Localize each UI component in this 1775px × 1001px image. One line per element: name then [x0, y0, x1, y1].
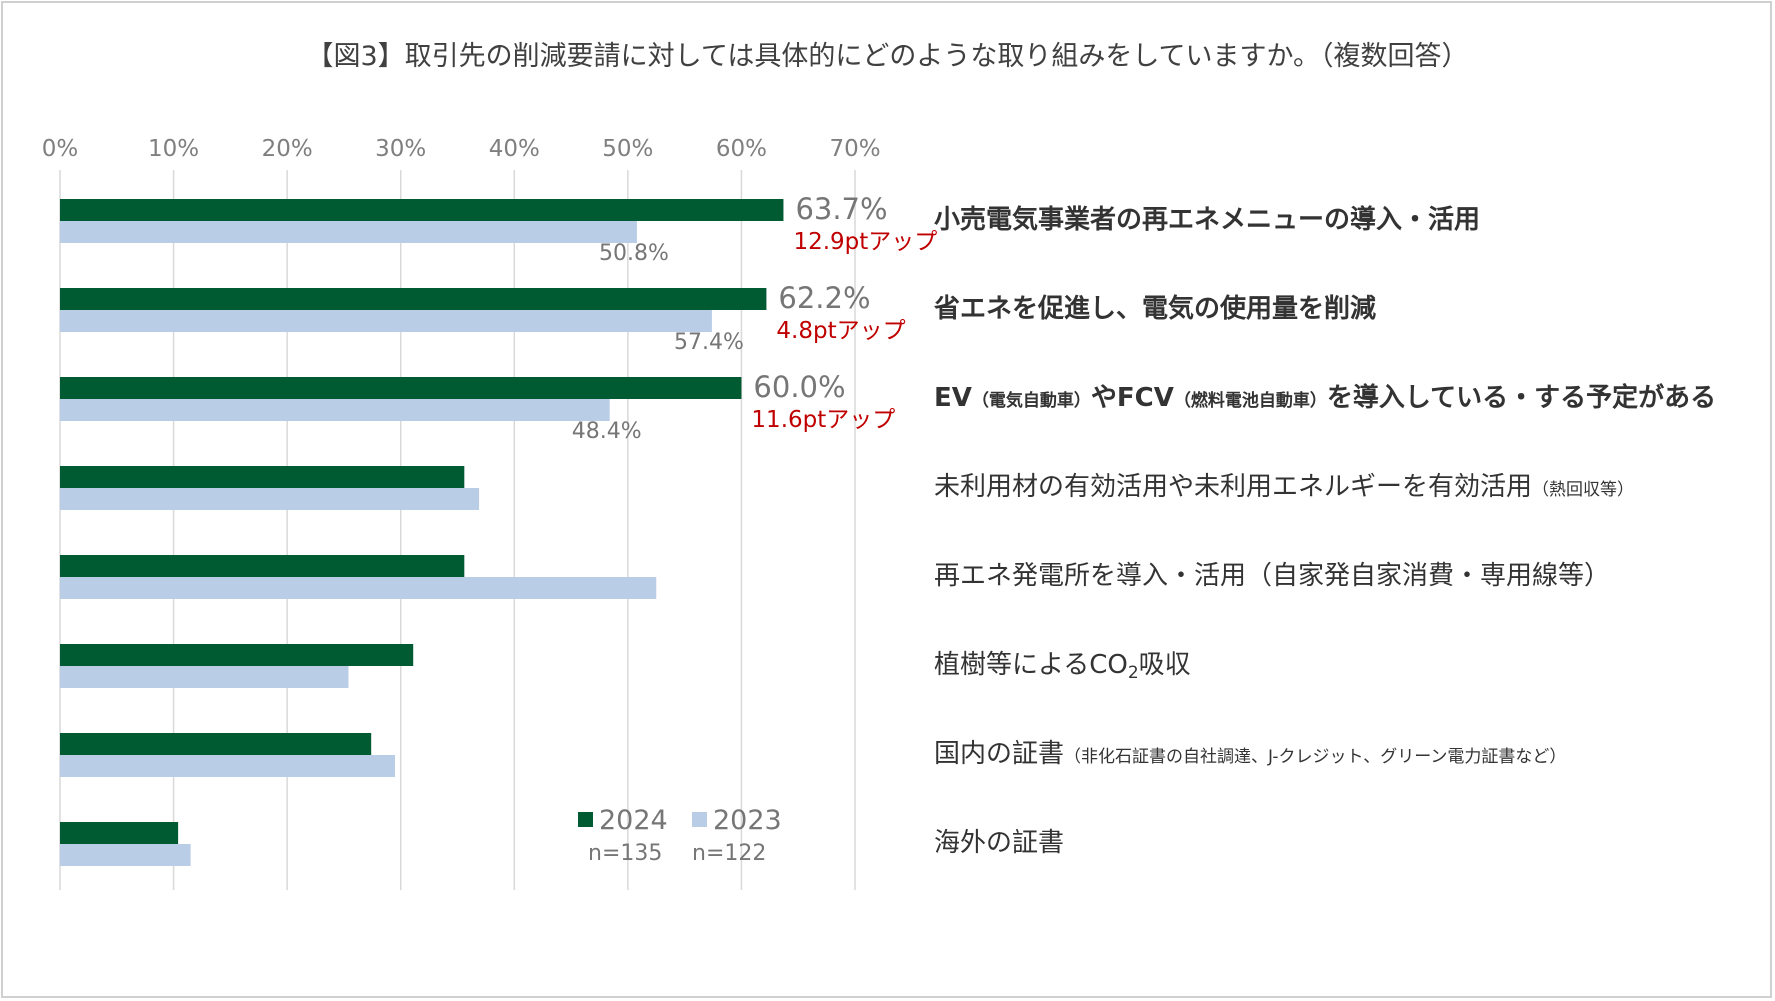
bar-2024 — [60, 466, 465, 488]
category-label-part: 省エネを促進し、電気の使用量を削減 — [934, 294, 1377, 324]
category-label: 植樹等によるCO2吸収 — [934, 648, 1191, 682]
legend-item-2024: 2024 — [578, 805, 668, 836]
category-label: 国内の証書（非化石証書の自社調達、J-クレジット、グリーン電力証書など） — [934, 737, 1566, 774]
category-label-part: （燃料電池自動車） — [1173, 391, 1327, 411]
bar-2024 — [60, 555, 465, 577]
category-label-part: （非化石証書の自社調達、J-クレジット、グリーン電力証書など） — [1064, 747, 1567, 767]
x-tick-label: 30% — [375, 136, 426, 162]
category-label-part: 再エネ発電所を導入・活用（自家発自家消費・専用線等） — [934, 561, 1611, 591]
increase-annotation: 4.8ptアップ — [776, 318, 905, 344]
bar-2023 — [60, 755, 396, 777]
category-label: 省エネを促進し、電気の使用量を削減 — [934, 292, 1376, 326]
category-label-part: （電気自動車） — [971, 391, 1091, 411]
category-label: 再エネ発電所を導入・活用（自家発自家消費・専用線等） — [934, 559, 1610, 593]
x-tick-label: 70% — [829, 136, 880, 162]
legend-label-2023: 2023 — [713, 805, 782, 836]
category-label-part: やFCV — [1090, 383, 1174, 413]
increase-annotation: 12.9ptアップ — [793, 229, 937, 255]
data-label-2024: 60.0% — [753, 370, 845, 404]
bar-2024 — [60, 644, 414, 666]
category-label-part: 吸収 — [1138, 650, 1191, 680]
category-label-part: 植樹等によるCO — [934, 650, 1128, 680]
category-label-part: （熱回収等） — [1532, 480, 1635, 500]
legend-n-2023: n=122 — [692, 841, 767, 866]
category-label: EV（電気自動車）やFCV（燃料電池自動車）を導入している・する予定がある — [934, 381, 1716, 418]
data-label-2023: 57.4% — [674, 330, 744, 355]
bar-2024 — [60, 377, 742, 399]
increase-annotation: 11.6ptアップ — [751, 407, 895, 433]
category-label-part: 国内の証書 — [934, 739, 1065, 769]
category-label: 小売電気事業者の再エネメニューの導入・活用 — [934, 203, 1480, 237]
x-tick-label: 20% — [262, 136, 313, 162]
bar-2023 — [60, 488, 480, 510]
bar-2023 — [60, 577, 657, 599]
data-label-2024: 62.2% — [778, 281, 870, 315]
category-label-part: 小売電気事業者の再エネメニューの導入・活用 — [934, 205, 1481, 235]
x-tick-label: 10% — [148, 136, 199, 162]
bar-2024 — [60, 288, 767, 310]
x-tick-label: 60% — [716, 136, 767, 162]
chart-title: 【図3】取引先の削減要請に対しては具体的にどのような取り組みをしていますか。（複… — [306, 41, 1469, 72]
bar-2024 — [60, 822, 179, 844]
bar-2024 — [60, 733, 372, 755]
category-label-part: 海外の証書 — [934, 828, 1065, 858]
bar-2023 — [60, 844, 191, 866]
category-label-part: を導入している・する予定がある — [1326, 383, 1717, 413]
bar-2024 — [60, 199, 784, 221]
legend-swatch-2024 — [578, 812, 593, 827]
legend-item-2023: 2023 — [692, 805, 782, 836]
legend-label-2024: 2024 — [599, 805, 668, 836]
category-label: 海外の証書 — [934, 826, 1064, 860]
data-label-2023: 48.4% — [572, 419, 642, 444]
x-tick-label: 0% — [42, 136, 79, 162]
bar-2023 — [60, 399, 610, 421]
legend-n-2024: n=135 — [588, 841, 663, 866]
x-tick-label: 40% — [489, 136, 540, 162]
category-label: 未利用材の有効活用や未利用エネルギーを有効活用（熱回収等） — [934, 470, 1634, 507]
category-label-part: EV — [934, 383, 972, 413]
x-tick-label: 50% — [602, 136, 653, 162]
category-label-part: 未利用材の有効活用や未利用エネルギーを有効活用 — [934, 472, 1533, 502]
category-label-part: 2 — [1127, 663, 1139, 683]
bar-2023 — [60, 221, 637, 243]
legend-swatch-2023 — [692, 812, 707, 827]
data-label-2023: 50.8% — [599, 241, 669, 266]
data-label-2024: 63.7% — [795, 192, 887, 226]
bar-2023 — [60, 666, 349, 688]
bar-2023 — [60, 310, 712, 332]
